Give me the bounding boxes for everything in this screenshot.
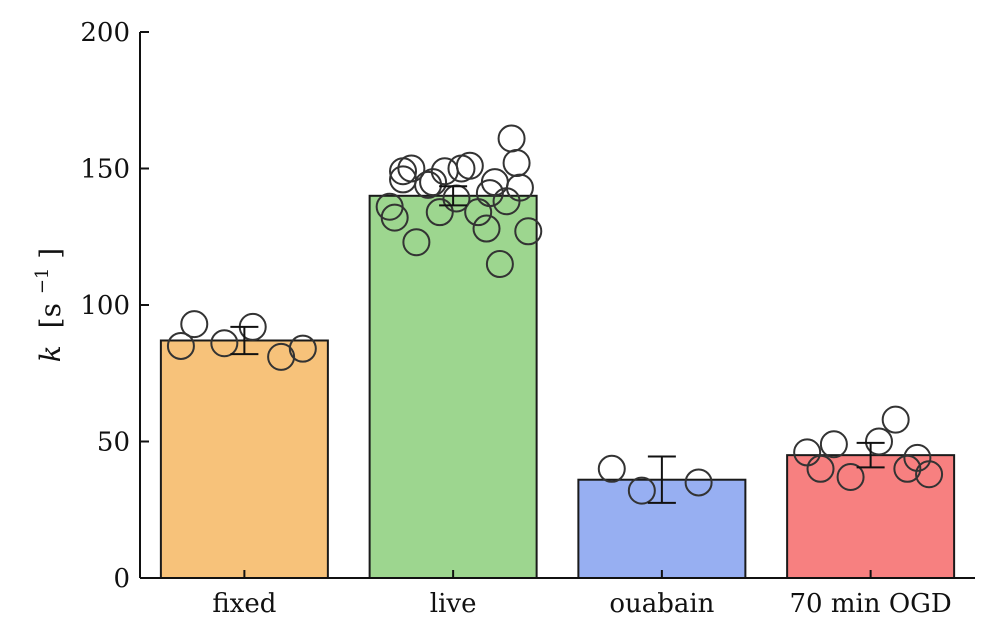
- point-ouabain: [597, 454, 626, 483]
- point-70-min-ogd: [903, 443, 932, 472]
- point-live: [380, 203, 409, 232]
- point-fixed: [166, 331, 195, 360]
- y-axis-label-close: ]: [34, 248, 67, 259]
- point-70-min-ogd: [793, 438, 822, 467]
- point-70-min-ogd: [836, 462, 865, 491]
- point-ouabain: [684, 468, 713, 497]
- point-live: [464, 198, 493, 227]
- point-live: [447, 154, 476, 183]
- x-tick-label-live: live: [430, 589, 477, 619]
- error-bars-layer: [230, 185, 885, 504]
- point-live: [472, 214, 501, 243]
- y-tick-label: 200: [80, 18, 130, 48]
- x-labels-layer: fixed live ouabain 70 min OGD: [212, 570, 952, 619]
- bar-70-min-ogd: [786, 454, 956, 579]
- point-fixed: [180, 310, 209, 339]
- point-live: [514, 217, 543, 246]
- point-70-min-ogd: [819, 430, 848, 459]
- y-tick-label: 150: [80, 155, 130, 185]
- point-live: [430, 157, 459, 186]
- point-live: [455, 151, 484, 180]
- point-live: [480, 168, 509, 197]
- y-axis-label: k [s −1 ]: [22, 248, 67, 362]
- y-ticks-layer: 0 50 100 150 200: [80, 18, 149, 594]
- point-live: [425, 198, 454, 227]
- point-70-min-ogd: [881, 405, 910, 434]
- points-layer: [166, 124, 944, 505]
- point-live: [402, 228, 431, 257]
- x-tick-label-ouabain: ouabain: [609, 589, 714, 619]
- point-live: [485, 250, 514, 279]
- point-live: [502, 149, 531, 178]
- y-tick-label: 100: [80, 291, 130, 321]
- point-live: [497, 124, 526, 153]
- y-tick-label: 0: [113, 564, 130, 594]
- y-tick-label: 50: [97, 428, 130, 458]
- point-live: [419, 168, 448, 197]
- point-fixed: [288, 334, 317, 363]
- x-tick-label-70-min-ogd: 70 min OGD: [789, 589, 951, 619]
- y-axis-label-exp: −1: [32, 268, 53, 295]
- point-70-min-ogd: [893, 454, 922, 483]
- point-fixed: [267, 342, 296, 371]
- y-axis-label-var: k: [34, 345, 67, 362]
- y-axis-label-unit: [s: [34, 303, 67, 328]
- x-tick-label-fixed: fixed: [212, 589, 276, 619]
- point-live: [397, 154, 426, 183]
- bars-layer: [159, 194, 956, 580]
- bar-live: [368, 194, 538, 580]
- point-fixed: [210, 329, 239, 358]
- point-ouabain: [627, 476, 656, 505]
- bar-fixed: [159, 339, 329, 579]
- point-70-min-ogd: [864, 427, 893, 456]
- point-live: [414, 170, 443, 199]
